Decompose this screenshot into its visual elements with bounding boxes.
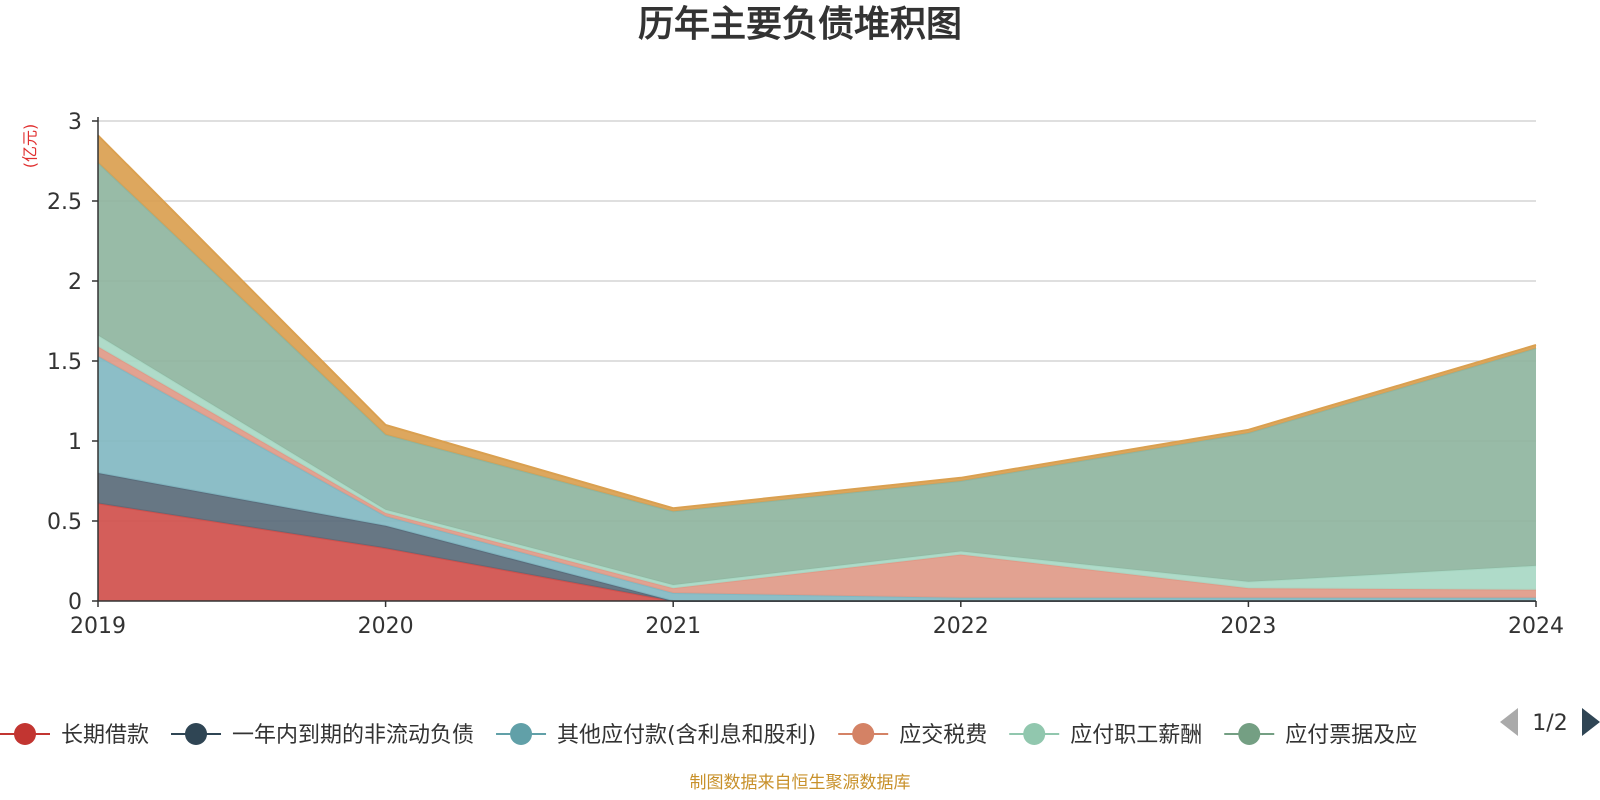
area-line-5	[97, 161, 1537, 513]
y-tick-label: 2.5	[47, 190, 82, 215]
x-tick-label: 2022	[933, 614, 989, 639]
area-series	[97, 134, 1537, 602]
legend-label: 一年内到期的非流动负债	[232, 723, 474, 748]
legend-marker	[1238, 723, 1261, 745]
legend: 长期借款 一年内到期的非流动负债 其他应付款(含利息和股利) 应交税费 应付职工薪酬 应付…	[0, 723, 1417, 748]
legend-label: 应交税费	[899, 723, 987, 748]
footer-source: 制图数据来自恒生聚源数据库	[690, 773, 911, 793]
y-tick-label: 2	[68, 270, 82, 295]
legend-item[interactable]: 应交税费	[838, 723, 987, 748]
legend-marker	[185, 723, 208, 745]
area-2	[98, 356, 1536, 601]
legend-label: 应付票据及应	[1285, 723, 1417, 748]
x-tick-label: 2021	[645, 614, 701, 639]
legend-label: 应付职工薪酬	[1070, 723, 1202, 748]
legend-item[interactable]: 应付职工薪酬	[1009, 723, 1202, 748]
legend-item[interactable]: 一年内到期的非流动负债	[171, 723, 474, 748]
legend-marker	[852, 723, 875, 745]
y-axis-unit: (亿元)	[21, 124, 40, 169]
x-tick-label: 2020	[358, 614, 414, 639]
legend-pager: 1/2	[1500, 708, 1600, 736]
area-5	[98, 162, 1536, 585]
legend-label: 其他应付款(含利息和股利)	[557, 723, 816, 748]
y-tick-label: 1.5	[47, 350, 82, 375]
area-1	[98, 473, 1536, 601]
legend-item[interactable]: 应付票据及应	[1224, 723, 1417, 748]
area-line-6	[97, 134, 1537, 510]
pager-prev-icon[interactable]	[1500, 708, 1518, 736]
x-tick-label: 2023	[1220, 614, 1276, 639]
area-0	[98, 503, 1536, 601]
legend-marker	[1023, 723, 1046, 745]
legend-item[interactable]: 其他应付款(含利息和股利)	[496, 723, 816, 748]
legend-marker	[510, 723, 533, 745]
chart-title: 历年主要负债堆积图	[638, 4, 962, 45]
y-tick-label: 1	[68, 430, 82, 455]
legend-item[interactable]: 长期借款	[0, 723, 149, 748]
legend-marker	[14, 723, 36, 745]
axes: 0 0.5 1 1.5 2 2.5 3 2019 2020 2021 2022 2023 2024	[47, 110, 1564, 639]
legend-items: 长期借款 一年内到期的非流动负债 其他应付款(含利息和股利) 应交税费 应付职工薪酬 应付…	[0, 723, 1417, 748]
x-tick-label: 2024	[1508, 614, 1564, 639]
area-3	[98, 346, 1536, 598]
y-tick-label: 3	[68, 110, 82, 135]
x-tick-label: 2019	[70, 614, 126, 639]
y-tick-label: 0.5	[47, 510, 82, 535]
legend-label: 长期借款	[61, 723, 149, 748]
pager-label: 1/2	[1532, 711, 1567, 736]
pager-next-icon[interactable]	[1582, 708, 1600, 736]
y-tick-label: 0	[68, 590, 82, 615]
